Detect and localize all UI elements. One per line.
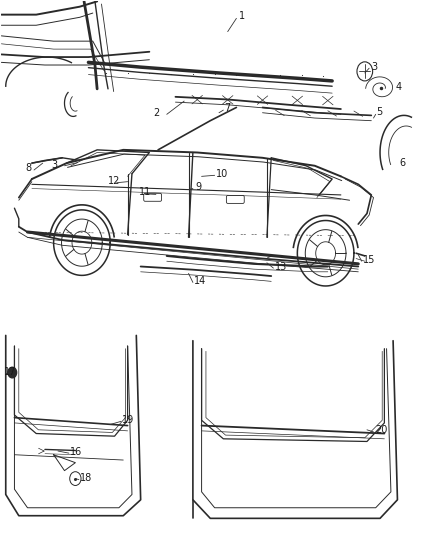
Text: 11: 11 — [138, 187, 151, 197]
Text: 4: 4 — [395, 82, 401, 92]
Text: 13: 13 — [275, 262, 287, 271]
Text: 9: 9 — [195, 182, 201, 192]
Text: 1: 1 — [239, 11, 245, 21]
Text: 10: 10 — [216, 169, 228, 179]
Text: 3: 3 — [51, 160, 57, 169]
Text: 8: 8 — [25, 164, 32, 173]
Text: 12: 12 — [108, 176, 120, 186]
Text: 20: 20 — [375, 425, 387, 435]
Text: 2: 2 — [154, 108, 160, 118]
Text: 5: 5 — [377, 107, 383, 117]
Text: 19: 19 — [122, 415, 134, 425]
Text: 17: 17 — [4, 367, 16, 377]
Circle shape — [8, 367, 17, 378]
Text: 14: 14 — [194, 276, 206, 286]
Text: 15: 15 — [363, 255, 375, 264]
Text: 7: 7 — [225, 103, 231, 114]
Text: 3: 3 — [371, 62, 377, 71]
Text: 6: 6 — [399, 158, 406, 168]
Text: 18: 18 — [80, 473, 92, 483]
Text: 16: 16 — [70, 447, 82, 457]
